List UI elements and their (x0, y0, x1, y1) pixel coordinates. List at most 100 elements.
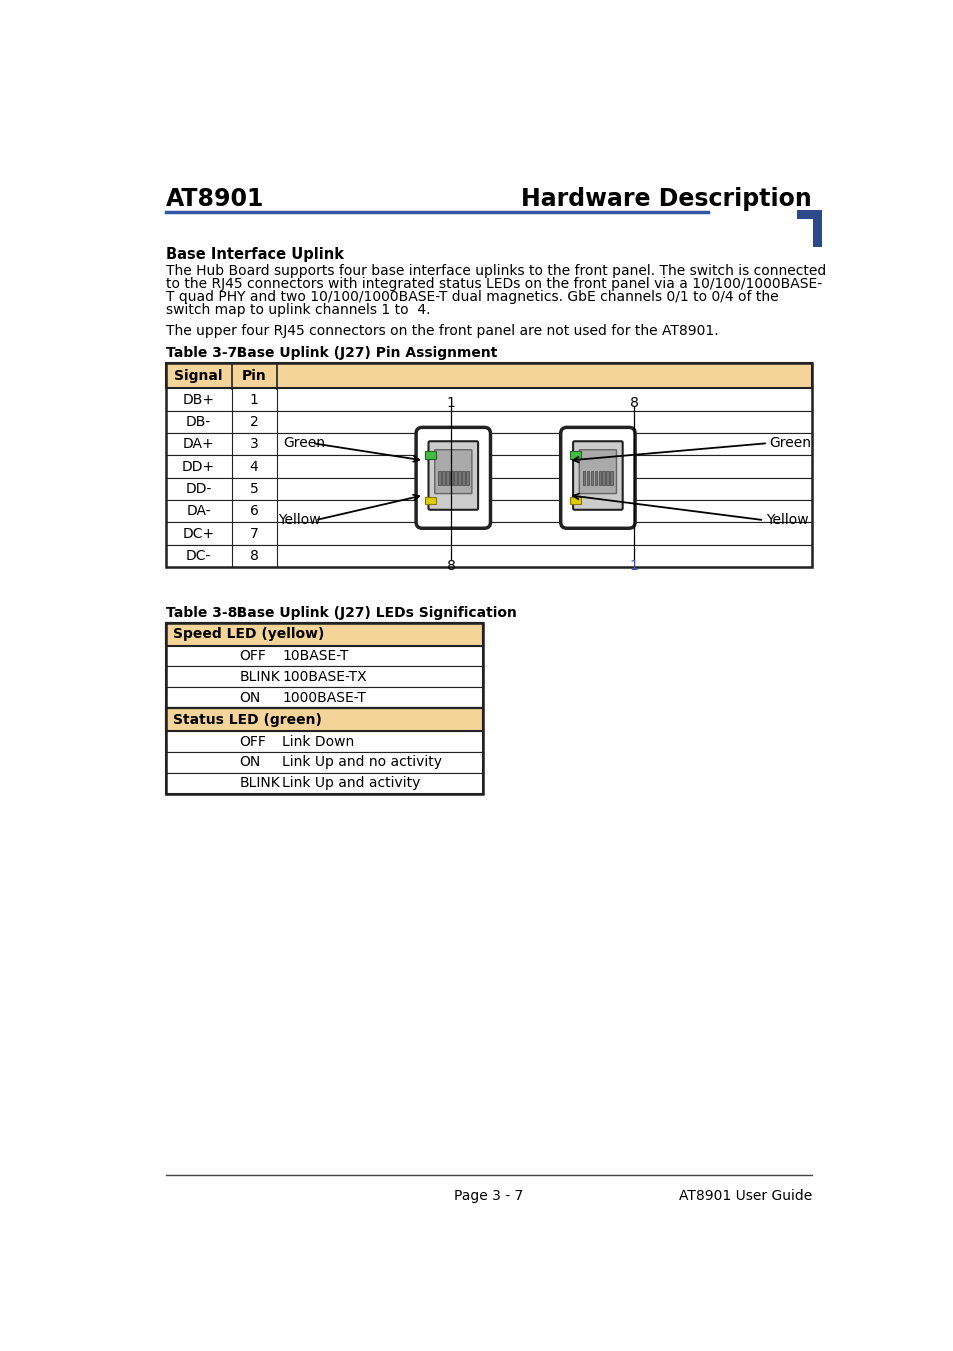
Text: DB+: DB+ (182, 393, 214, 407)
Bar (446, 471, 448, 485)
Text: DA-: DA- (186, 504, 211, 519)
Text: DD+: DD+ (182, 459, 215, 474)
Text: 1000BASE-T: 1000BASE-T (282, 690, 366, 705)
Text: Link Down: Link Down (282, 735, 354, 748)
Text: Signal: Signal (174, 369, 223, 382)
Text: Yellow: Yellow (765, 513, 807, 527)
Text: Green: Green (282, 436, 324, 450)
Bar (454, 471, 456, 485)
Text: OFF: OFF (239, 648, 266, 663)
Bar (166, 731, 483, 753)
Bar (166, 363, 811, 567)
Text: Link Up and no activity: Link Up and no activity (282, 755, 441, 769)
Bar (166, 623, 483, 646)
Bar (610, 471, 613, 485)
Bar (602, 471, 604, 485)
Bar (586, 471, 589, 485)
Text: 3: 3 (250, 438, 258, 451)
Text: T quad PHY and two 10/100/1000BASE-T dual magnetics. GbE channels 0/1 to 0/4 of : T quad PHY and two 10/100/1000BASE-T dua… (166, 290, 778, 304)
Bar (166, 363, 811, 389)
Bar (461, 471, 464, 485)
Text: The upper four RJ45 connectors on the front panel are not used for the AT8901.: The upper four RJ45 connectors on the fr… (166, 324, 718, 338)
FancyBboxPatch shape (573, 442, 622, 509)
Text: Base Uplink (J27) LEDs Signification: Base Uplink (J27) LEDs Signification (221, 605, 516, 620)
Polygon shape (797, 209, 821, 247)
Bar (166, 455, 811, 478)
Bar (166, 708, 483, 793)
Bar (425, 451, 436, 459)
Bar (594, 471, 597, 485)
Text: 8: 8 (446, 559, 455, 573)
Bar (166, 773, 483, 793)
Text: Pin: Pin (241, 369, 266, 382)
Text: Page 3 - 7: Page 3 - 7 (454, 1189, 523, 1202)
Bar (166, 708, 483, 731)
FancyBboxPatch shape (428, 442, 477, 509)
Bar (441, 471, 444, 485)
Bar (569, 497, 580, 504)
FancyBboxPatch shape (578, 450, 616, 493)
Text: Yellow: Yellow (278, 513, 320, 527)
Text: BLINK: BLINK (239, 670, 280, 684)
Text: ON: ON (239, 690, 260, 705)
Bar (569, 451, 580, 459)
Text: to the RJ45 connectors with integrated status LEDs on the front panel via a 10/1: to the RJ45 connectors with integrated s… (166, 277, 821, 290)
Text: Base Uplink (J27) Pin Assignment: Base Uplink (J27) Pin Assignment (221, 346, 497, 361)
Text: DD-: DD- (185, 482, 212, 496)
Bar (450, 471, 453, 485)
FancyBboxPatch shape (435, 450, 472, 493)
Text: Link Up and activity: Link Up and activity (282, 775, 420, 790)
Bar (166, 478, 811, 500)
Bar (166, 434, 811, 455)
Bar (457, 471, 460, 485)
Text: 4: 4 (250, 459, 258, 474)
FancyBboxPatch shape (416, 427, 490, 528)
Bar (166, 389, 811, 411)
Text: OFF: OFF (239, 735, 266, 748)
Text: 100BASE-TX: 100BASE-TX (282, 670, 366, 684)
Text: Table 3-7:: Table 3-7: (166, 346, 242, 361)
Text: DC+: DC+ (182, 527, 214, 540)
Bar (166, 411, 811, 434)
Text: DA+: DA+ (183, 438, 214, 451)
Text: Speed LED (yellow): Speed LED (yellow) (173, 627, 325, 642)
Bar (166, 688, 483, 708)
Text: 5: 5 (250, 482, 258, 496)
Bar (166, 646, 483, 666)
Text: 7: 7 (250, 527, 258, 540)
Bar (166, 753, 483, 773)
Text: 8: 8 (250, 549, 258, 563)
Text: The Hub Board supports four base interface uplinks to the front panel. The switc: The Hub Board supports four base interfa… (166, 263, 825, 278)
Bar (465, 471, 468, 485)
Bar (606, 471, 609, 485)
Text: 10BASE-T: 10BASE-T (282, 648, 348, 663)
Text: BLINK: BLINK (239, 775, 280, 790)
Bar (166, 500, 811, 523)
Bar (166, 623, 483, 708)
Bar (166, 544, 811, 567)
Bar (166, 523, 811, 544)
Bar (166, 666, 483, 688)
Text: 1: 1 (250, 393, 258, 407)
Bar (437, 471, 440, 485)
Text: 2: 2 (250, 415, 258, 430)
Text: ON: ON (239, 755, 260, 769)
Bar (425, 497, 436, 504)
Text: DB-: DB- (186, 415, 212, 430)
Text: AT8901 User Guide: AT8901 User Guide (679, 1189, 811, 1202)
Text: AT8901: AT8901 (166, 186, 264, 211)
FancyBboxPatch shape (560, 427, 635, 528)
Text: DC-: DC- (186, 549, 212, 563)
Text: Table 3-8:: Table 3-8: (166, 605, 242, 620)
Text: Status LED (green): Status LED (green) (173, 712, 322, 727)
Text: 1: 1 (629, 559, 639, 573)
Text: Base Interface Uplink: Base Interface Uplink (166, 247, 343, 262)
Bar (582, 471, 585, 485)
Bar (590, 471, 593, 485)
Text: Hardware Description: Hardware Description (520, 186, 811, 211)
Text: switch map to uplink channels 1 to  4.: switch map to uplink channels 1 to 4. (166, 303, 430, 317)
Text: Green: Green (769, 436, 811, 450)
Bar (598, 471, 600, 485)
Bar (166, 623, 483, 793)
Text: 1: 1 (446, 396, 455, 411)
